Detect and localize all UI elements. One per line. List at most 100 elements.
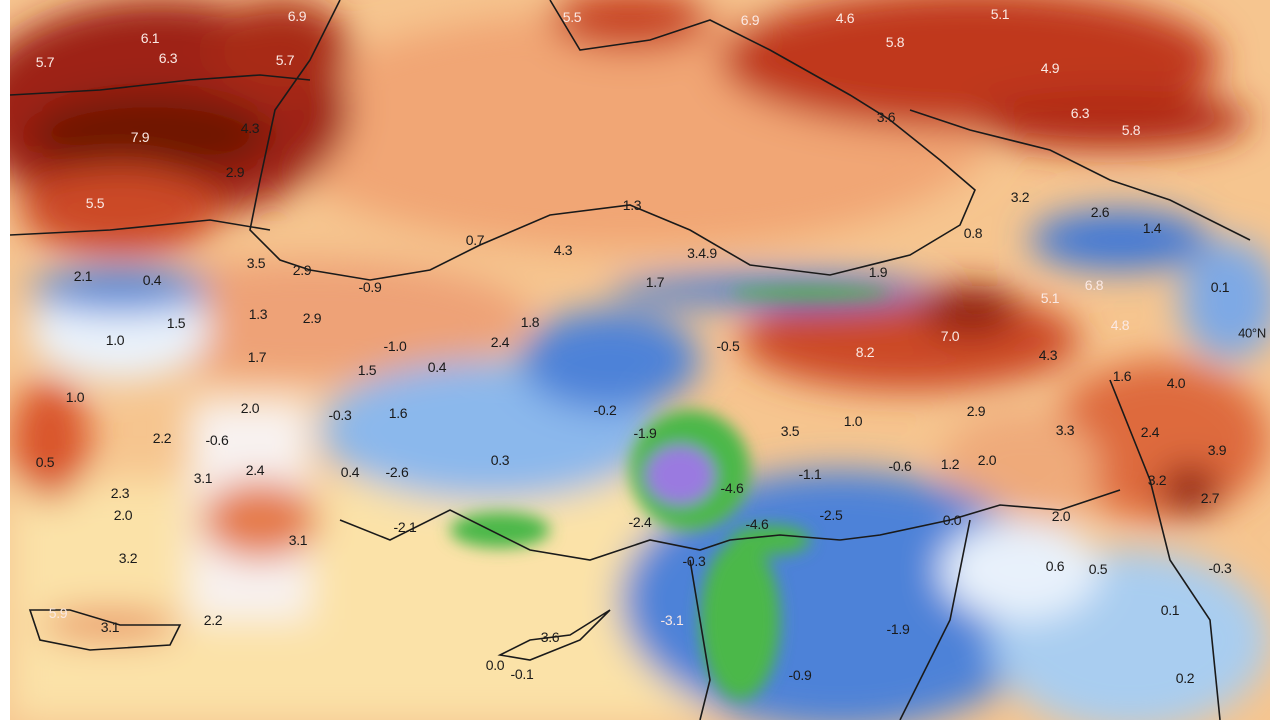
anomaly-value-label: -4.6: [745, 516, 769, 532]
anomaly-value-label: 3.2: [1010, 189, 1030, 205]
anomaly-value-label: 5.7: [35, 54, 55, 70]
anomaly-value-label: 0.6: [1045, 558, 1065, 574]
anomaly-value-label: 1.9: [868, 264, 888, 280]
coastlines: [10, 0, 1251, 720]
anomaly-value-label: 2.3: [110, 485, 130, 501]
anomaly-value-label: 0.0: [485, 657, 505, 673]
anomaly-value-label: 3.9: [1207, 442, 1227, 458]
anomaly-value-label: 3.4.9: [687, 245, 717, 261]
anomaly-value-label: -2.4: [628, 514, 652, 530]
anomaly-value-label: 3.2: [118, 550, 138, 566]
anomaly-value-label: 0.8: [963, 225, 983, 241]
anomaly-value-label: -3.1: [660, 612, 684, 628]
anomaly-value-label: 0.4: [340, 464, 360, 480]
anomaly-value-label: -0.5: [716, 338, 740, 354]
anomaly-field: [10, 0, 1270, 720]
anomaly-value-label: 6.9: [740, 12, 760, 28]
anomaly-value-label: 2.4: [1140, 424, 1160, 440]
anomaly-value-label: 1.0: [105, 332, 125, 348]
anomaly-value-label: 4.3: [553, 242, 573, 258]
anomaly-value-label: 5.1: [1040, 290, 1060, 306]
anomaly-value-label: 2.2: [152, 430, 172, 446]
anomaly-value-label: 5.1: [990, 6, 1010, 22]
anomaly-value-label: 6.3: [1070, 105, 1090, 121]
anomaly-value-label: 2.4: [245, 462, 265, 478]
anomaly-value-label: 6.1: [140, 30, 160, 46]
anomaly-value-label: 3.1: [288, 532, 308, 548]
anomaly-value-label: 2.7: [1200, 490, 1220, 506]
anomaly-value-label: -2.6: [385, 464, 409, 480]
anomaly-value-label: 1.6: [388, 405, 408, 421]
anomaly-value-label: 1.2: [940, 456, 960, 472]
anomaly-value-label: 5.9: [48, 605, 68, 621]
anomaly-value-label: 7.0: [940, 328, 960, 344]
anomaly-value-label: -2.1: [393, 519, 417, 535]
anomaly-value-label: 4.6: [835, 10, 855, 26]
anomaly-value-label: 0.7: [465, 232, 485, 248]
anomaly-value-label: -0.9: [788, 667, 812, 683]
anomaly-value-label: 1.5: [166, 315, 186, 331]
precip-cold-core: [450, 287, 890, 700]
anomaly-value-label: 5.5: [85, 195, 105, 211]
anomaly-value-label: -0.2: [593, 402, 617, 418]
anomaly-value-label: 7.9: [130, 129, 150, 145]
anomaly-value-label: 1.5: [357, 362, 377, 378]
anomaly-value-label: 1.0: [843, 413, 863, 429]
anomaly-value-label: 3.6: [876, 109, 896, 125]
anomaly-value-label: 2.9: [225, 164, 245, 180]
anomaly-value-label: 2.6: [1090, 204, 1110, 220]
anomaly-value-label: -1.9: [886, 621, 910, 637]
anomaly-value-label: 0.4: [142, 272, 162, 288]
anomaly-value-label: 2.4: [490, 334, 510, 350]
anomaly-value-label: 6.9: [287, 8, 307, 24]
anomaly-value-label: 0.4: [427, 359, 447, 375]
anomaly-value-label: 2.0: [1051, 508, 1071, 524]
anomaly-value-label: 2.9: [292, 262, 312, 278]
anomaly-value-label: 1.3: [622, 197, 642, 213]
anomaly-value-label: 3.1: [100, 619, 120, 635]
anomaly-value-label: 1.7: [645, 274, 665, 290]
anomaly-value-label: 1.7: [247, 349, 267, 365]
anomaly-value-label: 0.3: [490, 452, 510, 468]
anomaly-value-label: -0.1: [510, 666, 534, 682]
anomaly-value-label: 0.2: [1175, 670, 1195, 686]
anomaly-value-label: 4.0: [1166, 375, 1186, 391]
anomaly-value-label: 2.9: [966, 403, 986, 419]
anomaly-value-label: 1.6: [1112, 368, 1132, 384]
anomaly-value-label: -1.9: [633, 425, 657, 441]
anomaly-value-label: -0.3: [328, 407, 352, 423]
anomaly-value-label: 2.9: [302, 310, 322, 326]
anomaly-value-label: -0.3: [1208, 560, 1232, 576]
anomaly-value-label: -1.1: [798, 466, 822, 482]
anomaly-value-label: 0.1: [1210, 279, 1230, 295]
anomaly-value-label: 3.6: [540, 629, 560, 645]
anomaly-value-label: 3.3: [1055, 422, 1075, 438]
anomaly-value-label: 8.2: [855, 344, 875, 360]
anomaly-value-label: 4.3: [1038, 347, 1058, 363]
anomaly-value-label: 5.5: [562, 9, 582, 25]
field-blobs: [10, 0, 1270, 720]
anomaly-value-label: 2.0: [240, 400, 260, 416]
anomaly-value-label: 1.3: [248, 306, 268, 322]
anomaly-value-label: 0.1: [1160, 602, 1180, 618]
anomaly-value-label: 3.5: [780, 423, 800, 439]
anomaly-value-label: 0.5: [1088, 561, 1108, 577]
anomaly-value-label: 2.0: [113, 507, 133, 523]
anomaly-value-label: 4.9: [1040, 60, 1060, 76]
anomaly-value-label: 3.2: [1147, 472, 1167, 488]
anomaly-value-label: -4.6: [720, 480, 744, 496]
anomaly-value-label: 2.2: [203, 612, 223, 628]
anomaly-value-label: -1.0: [383, 338, 407, 354]
anomaly-value-label: -0.9: [358, 279, 382, 295]
anomaly-value-label: -2.5: [819, 507, 843, 523]
anomaly-value-label: 5.8: [1121, 122, 1141, 138]
anomaly-value-label: 0.5: [35, 454, 55, 470]
anomaly-value-label: -0.6: [205, 432, 229, 448]
anomaly-value-label: -0.3: [682, 553, 706, 569]
anomaly-value-label: 1.4: [1142, 220, 1162, 236]
latitude-label: 40°N: [1238, 325, 1266, 341]
anomaly-value-label: -0.6: [888, 458, 912, 474]
anomaly-value-label: 3.5: [246, 255, 266, 271]
anomaly-value-label: 4.8: [1110, 317, 1130, 333]
